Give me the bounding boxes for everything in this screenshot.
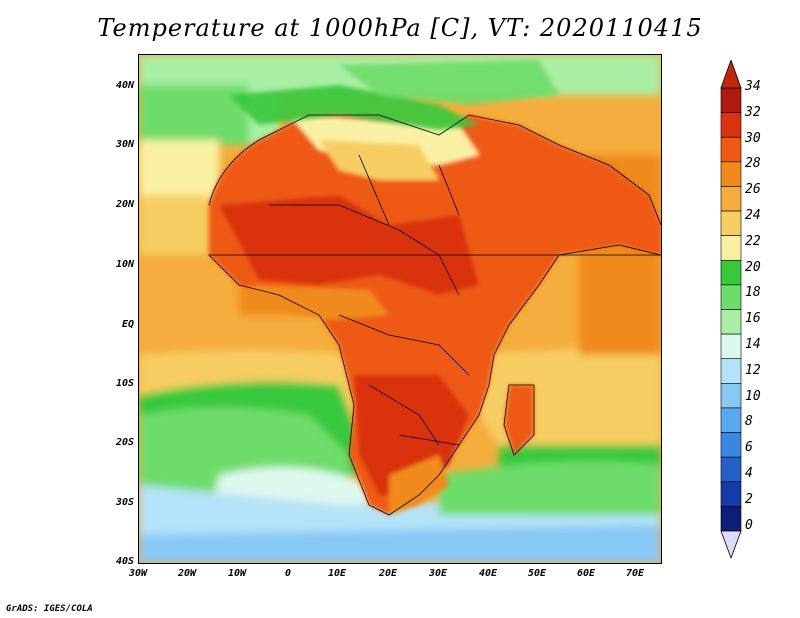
colorbar-segment <box>720 210 742 236</box>
colorbar-label: 30 <box>745 131 761 146</box>
colorbar-label: 26 <box>745 182 761 197</box>
x-tick-label: 20E <box>378 568 398 579</box>
x-tick-label: 30W <box>128 568 148 579</box>
y-tick-label: 20S <box>115 437 134 448</box>
colorbar-segment <box>720 333 742 360</box>
colorbar-label: 0 <box>745 518 753 533</box>
x-tick-label: 40E <box>478 568 498 579</box>
coastlines <box>208 114 661 516</box>
chart-title: Temperature at 1000hPa [C], VT: 20201104… <box>97 14 703 42</box>
colorbar-segment <box>720 432 742 458</box>
colorbar-label: 20 <box>745 260 761 275</box>
colorbar-bottom-arrow <box>720 530 742 560</box>
x-tick-label: 70E <box>625 568 645 579</box>
colorbar-segment <box>720 358 742 384</box>
map-canvas <box>139 55 661 563</box>
y-tick-label: 10N <box>115 259 134 270</box>
colorbar-segment <box>720 87 742 113</box>
colorbar-label: 12 <box>745 363 761 378</box>
colorbar-segment <box>720 235 742 261</box>
x-tick-label: 50E <box>527 568 547 579</box>
colorbar-segment <box>720 506 742 532</box>
y-tick-label: 30N <box>115 139 134 150</box>
colorbar-segment <box>720 284 742 310</box>
y-tick-label: 30S <box>115 497 134 508</box>
x-tick-label: 10E <box>327 568 347 579</box>
colorbar-segment <box>720 112 742 138</box>
x-tick-label: 20W <box>177 568 197 579</box>
x-tick-label: 0 <box>284 568 292 579</box>
x-tick-label: 10W <box>227 568 247 579</box>
colorbar-label: 22 <box>745 234 761 249</box>
colorbar-label: 28 <box>745 156 761 171</box>
colorbar-label: 14 <box>745 337 761 352</box>
x-tick-label: 30E <box>428 568 448 579</box>
y-tick-label: EQ <box>121 319 134 330</box>
colorbar-segment <box>720 309 742 335</box>
colorbar-label: 24 <box>745 208 761 223</box>
colorbar-segment <box>720 481 742 507</box>
colorbar-label: 34 <box>745 79 761 94</box>
colorbar-label: 18 <box>745 285 761 300</box>
colorbar-segment <box>720 407 742 433</box>
colorbar-segment <box>720 161 742 187</box>
temperature-map <box>138 54 662 564</box>
colorbar-segment <box>720 456 742 483</box>
y-tick-label: 20N <box>115 199 134 210</box>
colorbar-segment <box>720 383 742 409</box>
colorbar <box>720 60 742 560</box>
colorbar-segment <box>720 259 742 286</box>
colorbar-label: 32 <box>745 105 761 120</box>
colorbar-segment <box>720 136 742 163</box>
x-tick-label: 60E <box>576 568 596 579</box>
y-tick-label: 40N <box>115 80 134 91</box>
y-tick-label: 40S <box>115 556 134 567</box>
colorbar-label: 16 <box>745 311 761 326</box>
colorbar-segment <box>720 186 742 212</box>
colorbar-label: 4 <box>745 466 753 481</box>
footer-credit: GrADS: IGES/COLA <box>6 604 93 614</box>
y-tick-label: 10S <box>115 378 134 389</box>
colorbar-label: 2 <box>745 492 753 507</box>
colorbar-label: 10 <box>745 389 761 404</box>
colorbar-label: 8 <box>745 414 753 429</box>
colorbar-top-arrow <box>720 60 742 89</box>
colorbar-label: 6 <box>745 440 753 455</box>
